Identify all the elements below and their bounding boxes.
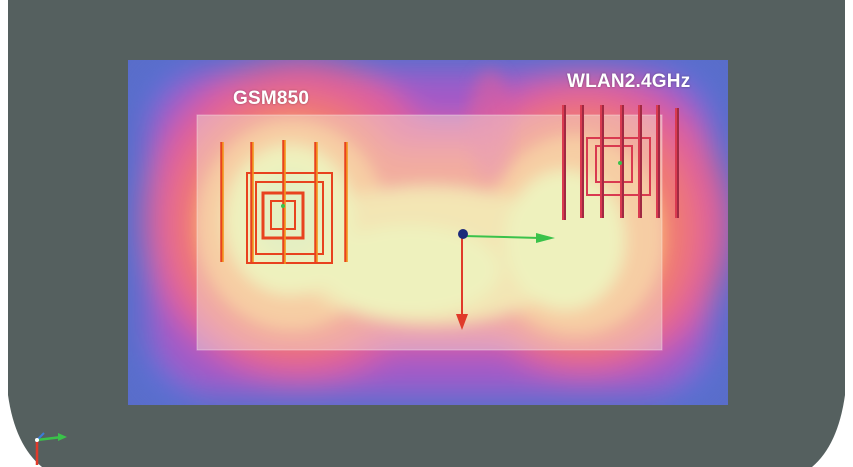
gsm850-label: GSM850 — [233, 88, 310, 109]
pcb-board[interactable] — [197, 115, 662, 350]
xyz-axis-triad-icon[interactable] — [35, 432, 67, 465]
coordinate-axes — [456, 229, 555, 330]
wlan-label: WLAN2.4GHz — [567, 71, 691, 92]
origin-marker — [458, 229, 468, 239]
field-heatmap — [128, 60, 728, 405]
wlan-antenna[interactable] — [562, 105, 679, 220]
gsm850-antenna[interactable] — [220, 140, 348, 264]
